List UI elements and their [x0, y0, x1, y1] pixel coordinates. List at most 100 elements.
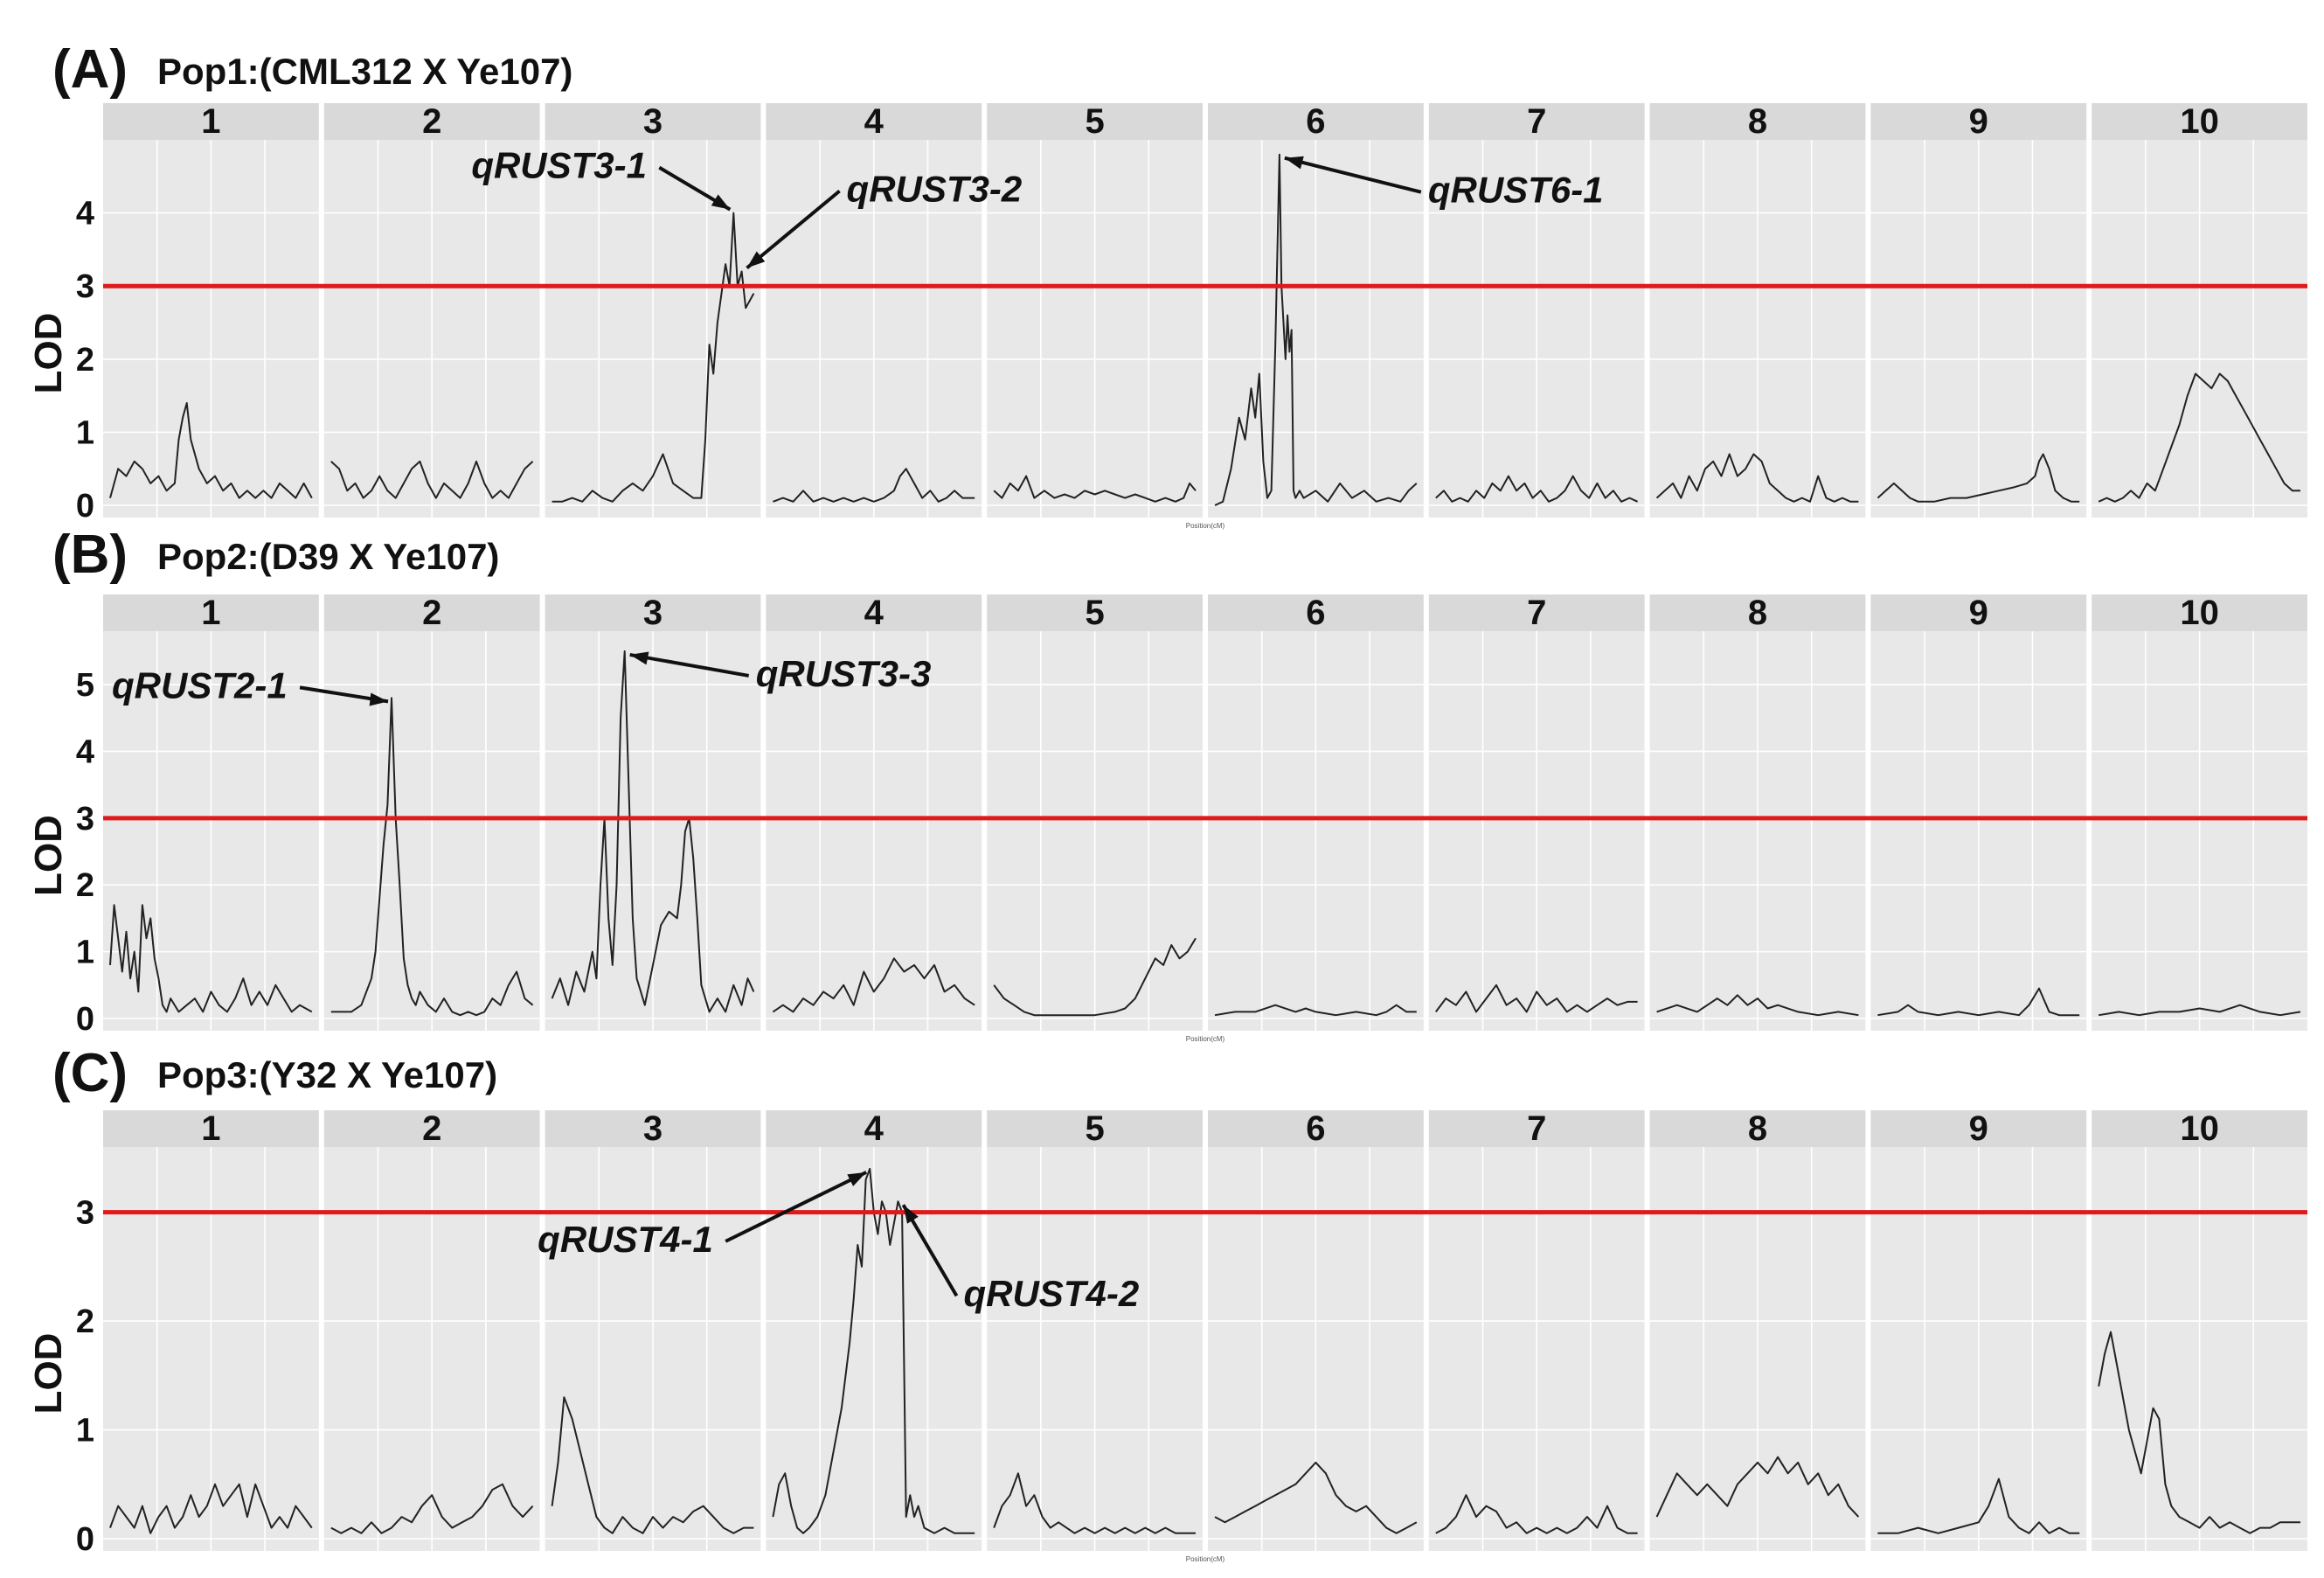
lod-series-line: [2099, 1004, 2301, 1017]
panel-title: Pop2:(D39 X Ye107): [157, 536, 499, 577]
facet-strip: [1208, 1110, 1424, 1147]
chromosome-label: 3: [643, 1109, 663, 1148]
lod-series-line: [1435, 475, 1639, 503]
facet-strip: [1870, 1110, 2087, 1147]
y-tick-label: 4: [76, 733, 94, 770]
facet-strip: [766, 103, 982, 140]
facet-strip: [766, 594, 982, 631]
lod-series-line: [993, 1472, 1196, 1534]
chromosome-label: 3: [643, 102, 663, 141]
chromosome-label: 7: [1527, 1109, 1546, 1148]
lod-panel-2: (B) Pop2:(D39 X Ye107) LOD 0 1 2 3 4 5 1 2 3 4 5 6 7 8 9 1…: [27, 525, 2307, 1043]
lod-series-line: [109, 1483, 313, 1534]
lod-series-line: [1656, 994, 1859, 1017]
y-tick-label: 1: [76, 935, 94, 971]
chromosome-facet-10: 10: [2092, 102, 2307, 518]
x-axis-label: Position(cM): [1186, 522, 1225, 530]
chromosome-facet-6: 6: [1208, 1109, 1424, 1551]
chromosome-label: 9: [1969, 1109, 1988, 1148]
y-tick-label: 0: [76, 488, 94, 525]
qtl-annotation: qRUST3-2: [746, 168, 1023, 270]
qtl-arrow: [725, 1171, 868, 1243]
chromosome-label: 4: [864, 594, 885, 632]
qtl-label: qRUST4-2: [963, 1273, 1139, 1314]
facet-strip: [323, 103, 540, 140]
facet-strip: [1208, 594, 1424, 631]
lod-series-line: [330, 460, 534, 499]
y-tick-label: 2: [76, 1303, 94, 1340]
lod-series-line: [551, 1396, 754, 1534]
chromosome-facet-2: 2: [323, 102, 540, 518]
lod-series-line: [993, 937, 1197, 1017]
lod-series-line: [330, 1483, 534, 1534]
lod-series-line: [1435, 1494, 1638, 1534]
facet-strip: [1428, 103, 1645, 140]
y-tick-label: 2: [76, 342, 94, 379]
chromosome-label: 5: [1085, 102, 1104, 141]
chromosome-facet-8: 8: [1649, 1109, 1866, 1551]
chromosome-facet-9: 9: [1870, 1109, 2087, 1551]
qtl-label: qRUST4-1: [538, 1219, 713, 1260]
chromosome-label: 7: [1527, 102, 1546, 141]
lod-series-line: [1877, 987, 2080, 1017]
facet-strip: [1870, 103, 2087, 140]
lod-series-line: [109, 904, 313, 1013]
y-axis-label: LOD: [27, 815, 70, 896]
arrow-head: [369, 692, 389, 706]
chromosome-label: 10: [2180, 102, 2219, 141]
lod-series-line: [2098, 372, 2300, 503]
facet-strip: [766, 1110, 982, 1147]
lod-series-line: [1214, 1004, 1417, 1017]
chromosome-facet-1: 1: [103, 102, 319, 518]
panel-letter: (C): [52, 1043, 128, 1103]
y-tick-label: 2: [76, 867, 94, 904]
lod-series-line: [1435, 984, 1638, 1013]
qtl-label: qRUST3-2: [847, 168, 1023, 209]
chromosome-facet-4: 4: [766, 102, 982, 518]
lod-panel-3: (C) Pop3:(Y32 X Ye107) LOD 0 1 2 3 1 2 3 4 5 6 7 8 9 10 P…: [27, 1043, 2307, 1563]
panel-title: Pop3:(Y32 X Ye107): [157, 1054, 497, 1095]
chromosome-facet-2: 2: [323, 1109, 540, 1551]
chromosome-facet-1: 1: [103, 1109, 319, 1551]
chromosome-label: 6: [1306, 1109, 1325, 1148]
facet-strip: [323, 1110, 540, 1147]
chromosome-label: 1: [201, 1109, 220, 1148]
chromosome-facet-5: 5: [987, 102, 1203, 518]
panel-title: Pop1:(CML312 X Ye107): [157, 51, 572, 92]
arrow-head: [1284, 156, 1304, 170]
facet-strip: [2092, 594, 2307, 631]
chromosome-label: 7: [1527, 594, 1546, 632]
lod-series-line: [2098, 1331, 2300, 1534]
chromosome-label: 2: [422, 594, 441, 632]
y-tick-label: 3: [76, 1195, 94, 1232]
lod-series-line: [993, 475, 1197, 503]
chromosome-facet-7: 7: [1428, 594, 1645, 1031]
chromosome-label: 10: [2180, 594, 2219, 632]
chromosome-facet-2: 2: [323, 594, 540, 1031]
chromosome-label: 8: [1748, 1109, 1767, 1148]
facet-strip: [1208, 103, 1424, 140]
lod-series-line: [772, 957, 975, 1013]
chromosome-label: 5: [1085, 594, 1104, 632]
x-axis-label: Position(cM): [1186, 1555, 1225, 1563]
qtl-label: qRUST3-3: [756, 653, 932, 694]
qtl-annotation: qRUST4-2: [901, 1204, 1139, 1314]
facet-strip: [103, 1110, 319, 1147]
lod-series-line: [1214, 153, 1418, 506]
lod-series-line: [551, 650, 755, 1013]
facet-strip: [2092, 103, 2307, 140]
chromosome-facet-1: 1: [103, 594, 319, 1031]
chromosome-label: 1: [201, 594, 220, 632]
facet-strip: [103, 594, 319, 631]
chromosome-facet-7: 7: [1428, 102, 1645, 518]
facet-strip: [987, 1110, 1203, 1147]
y-tick-label: 1: [76, 414, 94, 451]
lod-series-line: [773, 468, 975, 503]
facet-strip: [323, 594, 540, 631]
qtl-label: qRUST2-1: [112, 664, 288, 706]
y-tick-label: 3: [76, 801, 94, 838]
qtl-arrow: [629, 652, 750, 678]
chromosome-facet-8: 8: [1649, 102, 1866, 518]
lod-series-line: [1877, 1477, 2080, 1534]
